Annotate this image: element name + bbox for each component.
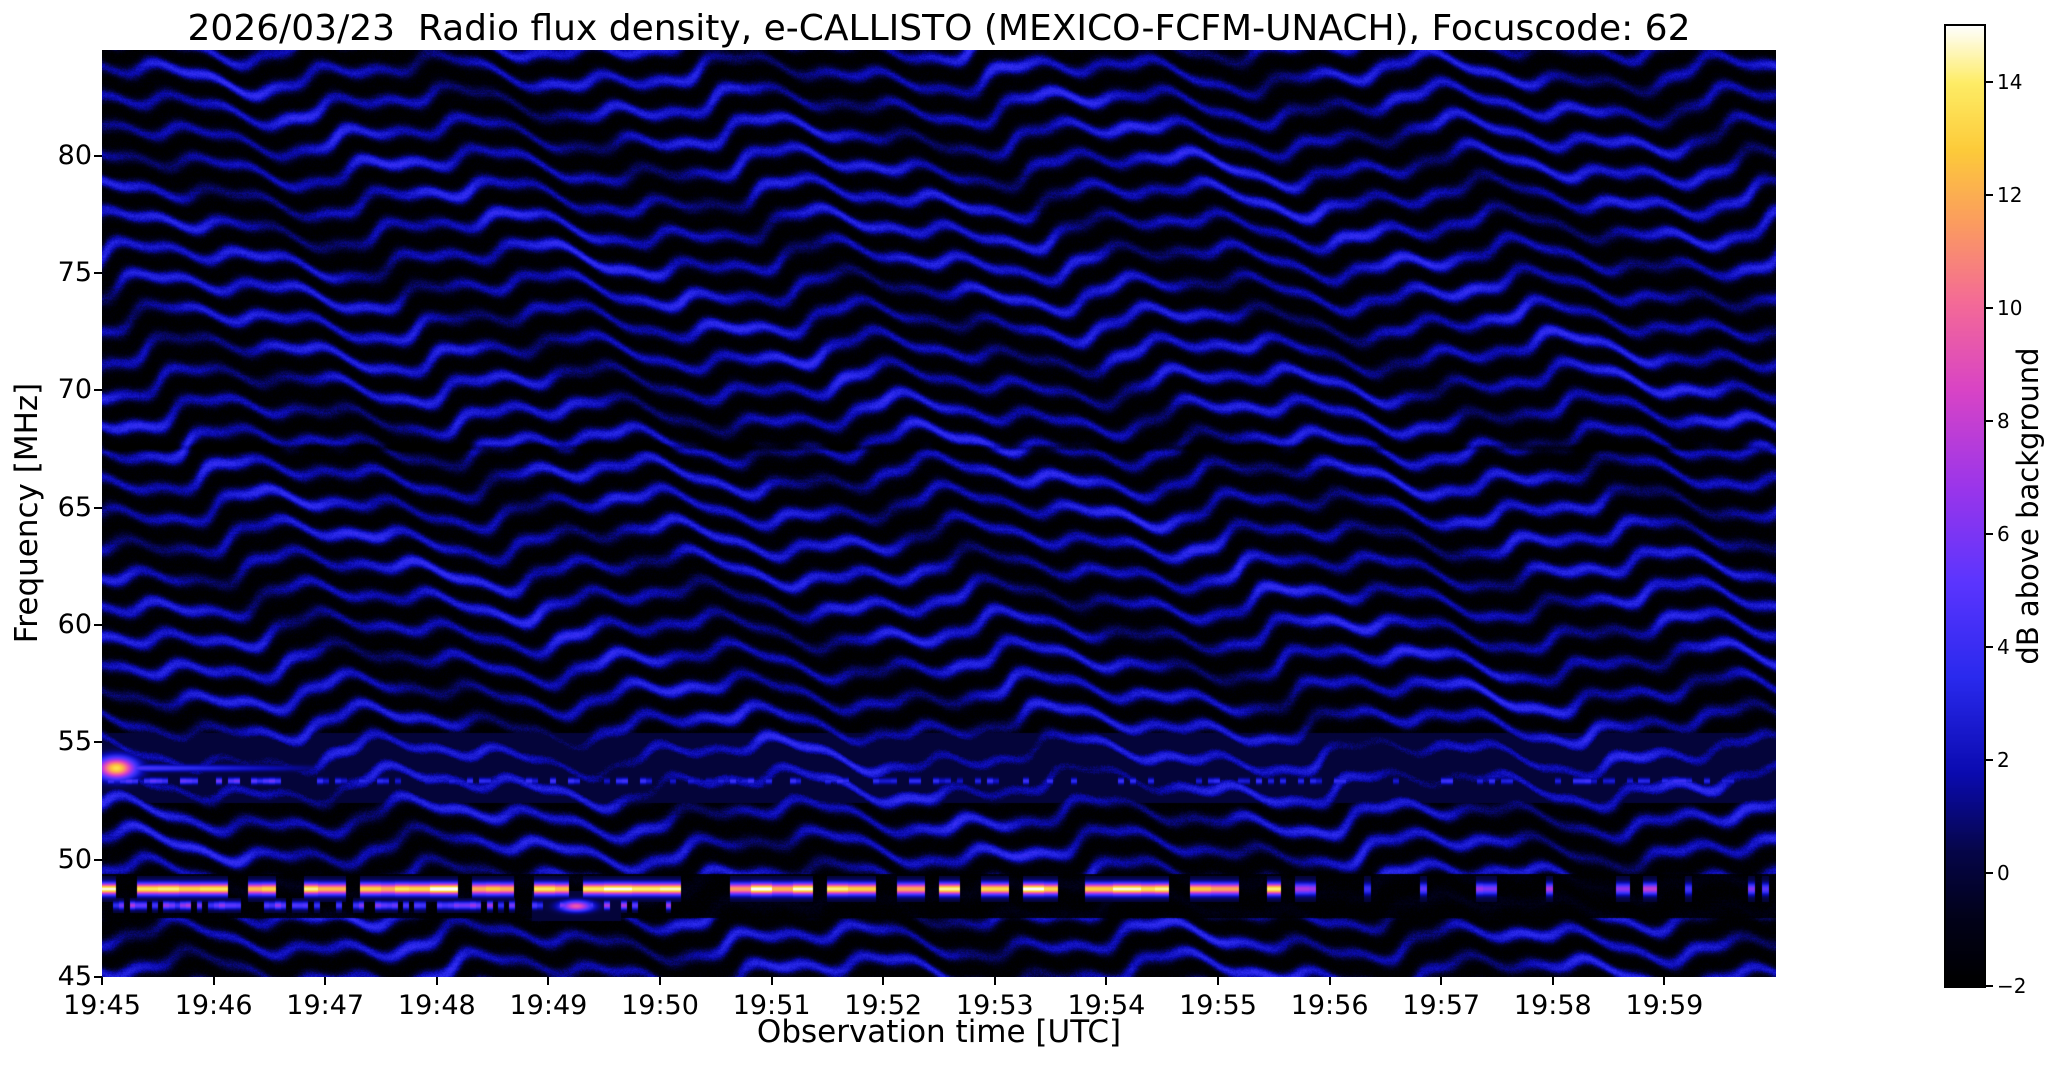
y-tick-mark	[94, 154, 102, 157]
colorbar-label: dB above background	[2011, 347, 2045, 665]
colorbar-gradient	[1944, 24, 1986, 988]
colorbar-tick-label: 6	[1997, 522, 2010, 547]
y-tick-mark	[94, 741, 102, 744]
x-tick-mark	[1105, 977, 1108, 985]
x-tick-mark	[101, 977, 103, 985]
y-tick-mark	[94, 976, 102, 978]
x-tick-mark	[770, 977, 773, 985]
y-tick-mark	[94, 271, 102, 274]
x-tick-label: 19:47	[286, 990, 365, 1021]
colorbar-tick-mark	[1986, 194, 1993, 197]
x-tick-label: 19:54	[1067, 990, 1146, 1021]
x-tick-mark	[1217, 977, 1219, 985]
x-tick-label: 19:49	[509, 990, 588, 1021]
x-tick-label: 19:52	[844, 990, 923, 1021]
x-tick-mark	[324, 977, 327, 985]
colorbar-tick-label: −2	[1997, 974, 2027, 998]
colorbar-tick-mark	[1986, 307, 1993, 310]
colorbar-tick-label: 10	[1997, 296, 2023, 321]
colorbar-tick-label: 12	[1997, 183, 2023, 208]
x-tick-mark	[1663, 977, 1666, 985]
x-tick-label: 19:53	[955, 990, 1034, 1021]
colorbar-tick-mark	[1986, 985, 1993, 987]
x-tick-mark	[1551, 977, 1554, 985]
x-tick-label: 19:57	[1402, 990, 1481, 1021]
x-tick-label: 19:56	[1290, 990, 1369, 1021]
y-tick-label: 55	[57, 726, 92, 758]
x-axis-label: Observation time [UTC]	[756, 1014, 1122, 1050]
x-tick-label: 19:48	[397, 990, 476, 1021]
y-tick-label: 60	[57, 608, 92, 640]
colorbar-tick-label: 0	[1997, 861, 2010, 886]
colorbar-tick-mark	[1986, 646, 1993, 649]
x-tick-mark	[1328, 977, 1331, 985]
y-tick-mark	[94, 389, 102, 392]
y-tick-label: 80	[57, 139, 92, 171]
colorbar-tick-label: 14	[1997, 70, 2023, 95]
x-tick-mark	[435, 977, 438, 985]
x-tick-mark	[882, 977, 885, 985]
x-tick-mark	[547, 977, 550, 985]
colorbar-tick-mark	[1986, 533, 1993, 536]
colorbar-tick-label: 8	[1997, 409, 2010, 434]
chart-title: 2026/03/23 Radio flux density, e-CALLIST…	[187, 8, 1691, 49]
y-tick-label: 45	[57, 961, 92, 992]
y-tick-label: 65	[57, 491, 92, 523]
spectrogram-heatmap	[102, 50, 1776, 977]
colorbar-tick-mark	[1986, 420, 1993, 423]
x-tick-label: 19:46	[174, 990, 253, 1021]
y-tick-mark	[94, 623, 102, 626]
y-tick-label: 50	[57, 843, 92, 875]
colorbar-tick-label: 2	[1997, 748, 2010, 773]
x-tick-label: 19:51	[732, 990, 811, 1021]
x-tick-label: 19:59	[1625, 990, 1704, 1021]
x-tick-mark	[1440, 977, 1443, 985]
x-tick-label: 19:55	[1179, 990, 1257, 1021]
x-tick-mark	[993, 977, 996, 985]
x-tick-label: 19:45	[63, 990, 141, 1021]
y-tick-mark	[94, 858, 102, 861]
y-tick-label: 70	[57, 374, 92, 406]
y-tick-mark	[94, 506, 102, 509]
x-tick-label: 19:50	[621, 990, 699, 1021]
y-tick-label: 75	[57, 256, 92, 288]
x-tick-label: 19:58	[1513, 990, 1592, 1021]
x-tick-mark	[659, 977, 661, 985]
colorbar-tick-mark	[1986, 81, 1993, 84]
colorbar-tick-label: 4	[1997, 635, 2010, 660]
colorbar-tick-mark	[1986, 759, 1993, 762]
colorbar-tick-mark	[1986, 872, 1993, 875]
x-tick-mark	[212, 977, 215, 985]
